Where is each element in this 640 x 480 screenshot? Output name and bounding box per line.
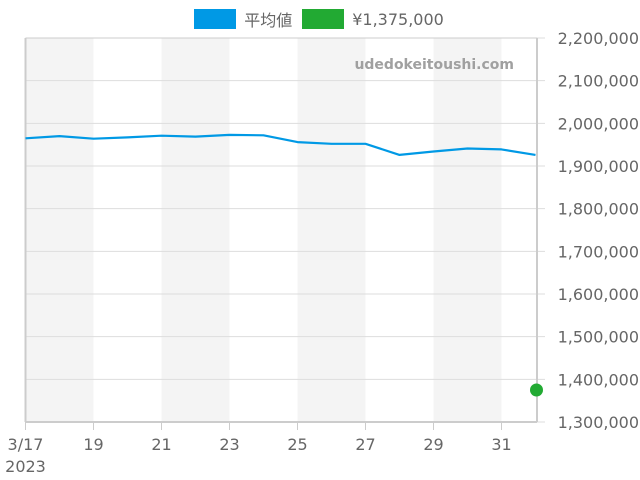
legend-item-average[interactable]: 平均値 xyxy=(194,7,292,31)
x-tick-label: 19 xyxy=(83,435,103,454)
legend: 平均値 ¥1,375,000 xyxy=(0,7,640,31)
y-tick-label: 1,300,000 xyxy=(558,413,639,432)
x-tick-label: 25 xyxy=(287,435,307,454)
x-axis-labels: 3/17 19 21 23 25 27 29 31 2023 xyxy=(5,435,512,476)
y-tick-label: 2,100,000 xyxy=(558,72,639,91)
current-price-point[interactable] xyxy=(530,383,543,397)
y-tick-label: 1,800,000 xyxy=(558,200,639,219)
y-tick-label: 1,500,000 xyxy=(558,328,639,347)
y-tick-label: 2,200,000 xyxy=(558,29,639,48)
x-tick-label: 31 xyxy=(491,435,511,454)
x-tick-label: 27 xyxy=(355,435,375,454)
y-tick-label: 2,000,000 xyxy=(558,114,639,133)
legend-item-price[interactable]: ¥1,375,000 xyxy=(302,9,444,29)
x-tick-label: 23 xyxy=(219,435,239,454)
y-tick-label: 1,600,000 xyxy=(558,285,639,304)
legend-swatch-price xyxy=(302,9,345,29)
legend-swatch-average xyxy=(194,9,237,29)
x-tick-label: 29 xyxy=(423,435,443,454)
watermark: udedokeitoushi.com xyxy=(354,57,514,73)
y-tick-label: 1,900,000 xyxy=(558,157,639,176)
legend-label-average: 平均値 xyxy=(244,11,293,30)
background-bands xyxy=(25,38,502,422)
average-price-line[interactable] xyxy=(25,133,536,156)
band xyxy=(161,38,230,422)
band xyxy=(433,38,502,422)
x-tick-year: 2023 xyxy=(5,457,46,476)
y-tick-label: 1,700,000 xyxy=(558,242,639,261)
legend-label-price: ¥1,375,000 xyxy=(352,9,444,29)
y-axis-labels: 2,200,000 2,100,000 2,000,000 1,900,000 1,80… xyxy=(558,29,639,432)
y-tick-label: 1,400,000 xyxy=(558,370,639,389)
x-tick-label: 3/17 xyxy=(8,435,44,454)
x-tick-label: 21 xyxy=(151,435,171,454)
band xyxy=(25,38,94,422)
axes xyxy=(24,37,538,430)
band xyxy=(297,38,366,422)
